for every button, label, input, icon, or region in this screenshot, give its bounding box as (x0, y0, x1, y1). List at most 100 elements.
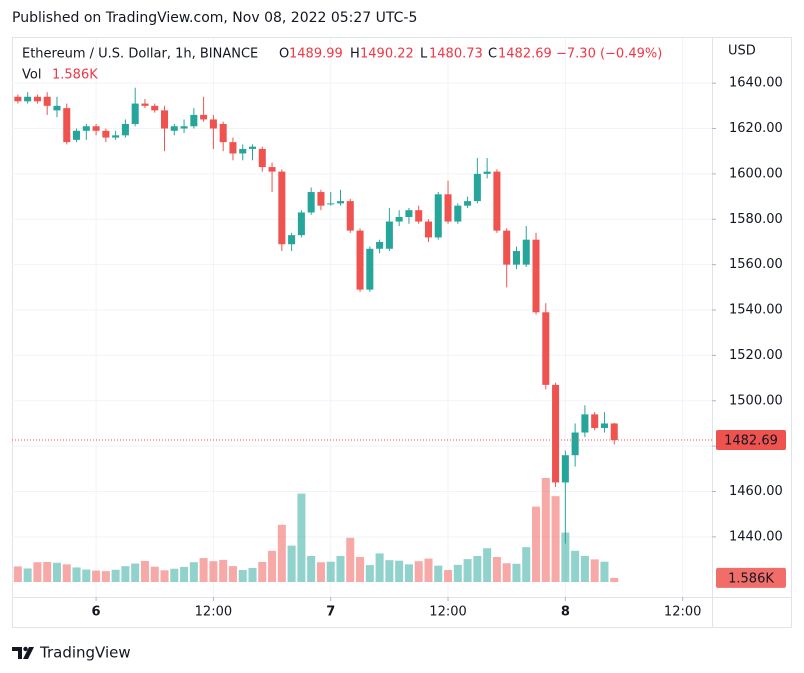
volume-bar (463, 559, 472, 582)
volume-bar (532, 506, 541, 582)
volume-bar (23, 568, 32, 582)
candle-body (522, 239, 530, 265)
x-tick-label: 12:00 (195, 605, 232, 620)
logo (12, 646, 34, 659)
ohlc-value: 1482.69 (498, 47, 552, 62)
candle-body (307, 192, 315, 213)
volume-bar (571, 550, 580, 582)
volume-bar (268, 550, 277, 582)
candle-body (170, 126, 178, 131)
y-tick-label: 1500.00 (729, 393, 783, 408)
ohlc-label: L (420, 47, 428, 62)
candle-body (151, 105, 159, 111)
volume-bar (160, 570, 169, 582)
candle-body (131, 103, 139, 124)
candle-body (239, 148, 247, 154)
candle-body (63, 108, 71, 143)
volume-bar (502, 563, 511, 582)
volume-bar (287, 545, 296, 582)
x-tick-label: 8 (561, 605, 570, 620)
volume-bar (307, 556, 316, 582)
volume-title: Vol (22, 68, 41, 83)
candle-body (424, 221, 432, 238)
candle-body (268, 167, 276, 172)
y-tick-label: 1640.00 (729, 76, 783, 91)
candle-body (532, 239, 540, 313)
x-tick-label: 7 (326, 605, 335, 620)
volume-bar (541, 478, 550, 582)
candle-body (43, 96, 51, 106)
chart-frame (12, 37, 792, 628)
volume-bar (62, 564, 71, 582)
volume-bar (610, 577, 619, 582)
volume-bar (228, 566, 237, 582)
last-price-badge (716, 430, 786, 451)
volume-bar (492, 557, 501, 582)
candle-body (610, 423, 618, 441)
candle-body (14, 96, 22, 102)
volume-bar (180, 566, 189, 582)
volume-bar (326, 561, 335, 582)
volume-bar (580, 556, 589, 582)
candle-body (248, 146, 257, 149)
candle-body (493, 171, 501, 231)
volume-bar (346, 537, 355, 582)
x-tick-label: 12:00 (664, 605, 701, 620)
volume-bar (13, 566, 22, 582)
candle-body (366, 248, 374, 290)
volume-bar (111, 569, 120, 582)
volume-bar (121, 566, 130, 582)
candle-body (278, 171, 286, 245)
candle-body (356, 230, 364, 290)
volume-bar (209, 561, 218, 582)
y-tick-label: 1620.00 (729, 121, 783, 136)
volume-bar (365, 565, 374, 582)
volume-bar (150, 566, 159, 582)
candle-body (190, 114, 198, 127)
candle-body (24, 96, 32, 102)
candle-body (160, 110, 169, 129)
candle-layer (12, 87, 712, 544)
volume-bar (512, 563, 521, 582)
candle-body (92, 126, 100, 131)
candle-body (209, 119, 217, 129)
candle-body (405, 210, 413, 217)
candle-body (297, 212, 305, 236)
candle-body (180, 126, 188, 129)
candle-body (73, 130, 81, 140)
candle-body (82, 126, 90, 131)
candle-body (395, 216, 403, 222)
volume-bar (52, 562, 61, 582)
candle-body (434, 194, 442, 238)
volume-bar (238, 570, 247, 582)
ohlc-value: 1490.22 (360, 47, 414, 62)
y-tick-label: 1600.00 (729, 166, 783, 181)
candle-body (512, 251, 520, 265)
volume-bar (277, 524, 286, 582)
volume-bar (414, 561, 423, 582)
candle-body (327, 203, 335, 205)
published-note: Published on TradingView.com, Nov 08, 20… (12, 10, 417, 26)
candle-body (200, 114, 208, 120)
volume-bar (189, 562, 198, 582)
volume-bar (82, 569, 91, 582)
volume-bar (600, 561, 609, 582)
candle-body (444, 194, 452, 222)
volume-bar (43, 561, 52, 582)
volume-bar (297, 493, 306, 582)
volume-bar (92, 570, 101, 582)
candle-body (591, 414, 599, 428)
candle-body (376, 241, 384, 249)
volume-bar (316, 562, 325, 582)
volume-bar (453, 564, 462, 582)
candle-body (229, 142, 237, 154)
symbol-title: Ethereum / U.S. Dollar, 1h, BINANCE (22, 47, 258, 62)
candle-body (53, 105, 61, 111)
volume-bar (72, 567, 81, 582)
volume-bar (473, 556, 482, 582)
candle-body (415, 210, 423, 222)
ohlc-label: H (350, 47, 360, 62)
candle-body (112, 135, 120, 138)
volume-bar (385, 560, 394, 582)
